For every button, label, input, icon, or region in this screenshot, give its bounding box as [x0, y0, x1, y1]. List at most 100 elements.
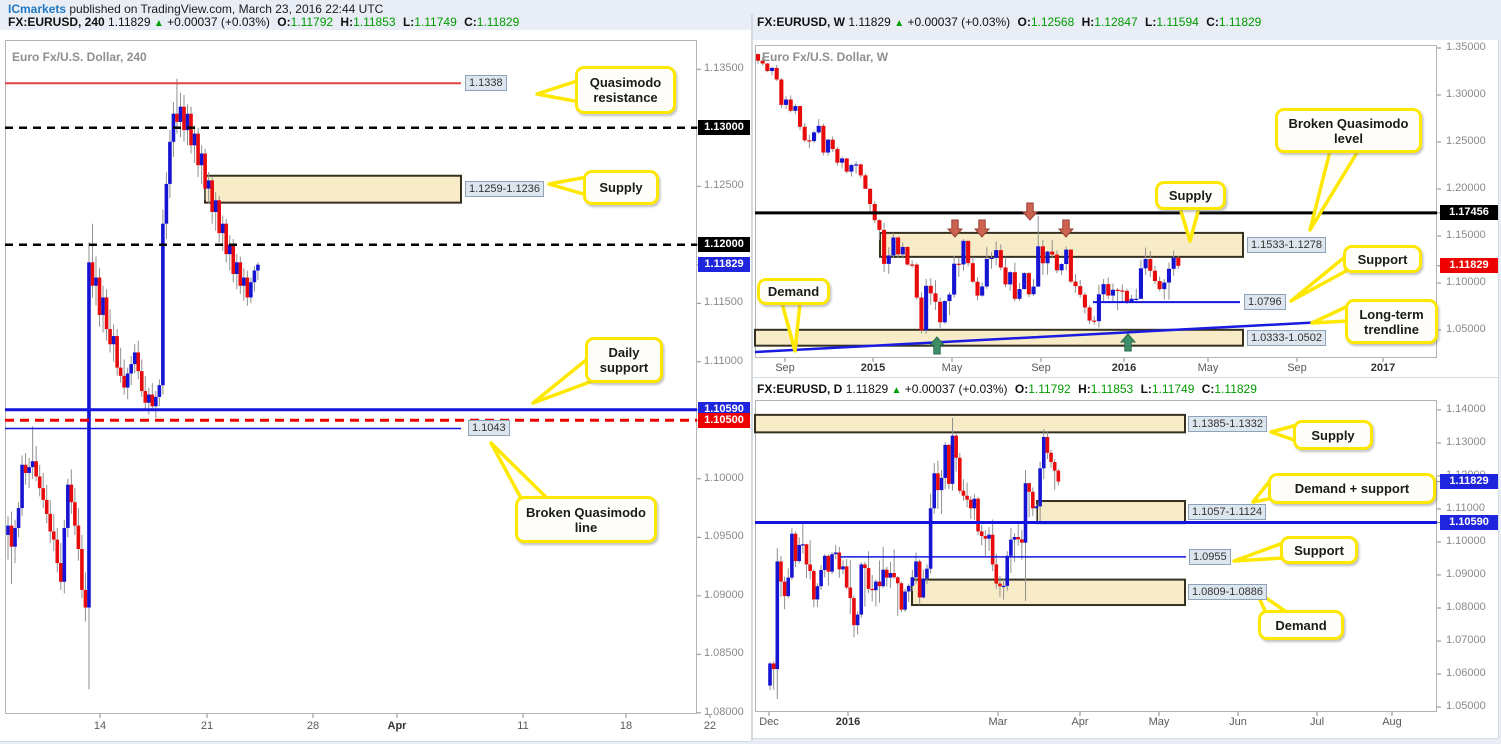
candle-up — [841, 566, 845, 570]
candle-up — [66, 484, 70, 528]
candle-up — [27, 467, 31, 473]
candle-down — [917, 561, 922, 598]
candle-down — [958, 457, 962, 491]
candle-down — [844, 566, 849, 588]
candle-up — [213, 200, 218, 213]
candle-down — [882, 229, 887, 264]
candle-up — [769, 67, 775, 72]
candle-down — [115, 336, 119, 368]
candle-up — [154, 396, 158, 407]
candle-down — [755, 54, 761, 61]
candle-up — [1045, 251, 1050, 264]
candle-up — [942, 301, 947, 323]
weekly-watermark: Euro Fx/U.S. Dollar, W — [762, 50, 889, 64]
candle-up — [87, 262, 91, 608]
candle-up — [854, 164, 859, 166]
candle-down — [1124, 290, 1129, 303]
h4-candles — [6, 78, 260, 690]
callout-tail — [489, 441, 551, 502]
candle-down — [41, 488, 45, 500]
down-arrow-marker[interactable] — [946, 219, 964, 238]
candle-up — [1110, 289, 1115, 296]
candle-down — [118, 367, 123, 376]
candle-down — [1152, 270, 1157, 282]
candle-down — [217, 200, 221, 234]
candle-up — [1017, 289, 1022, 299]
candle-down — [821, 125, 826, 153]
candle-down — [919, 297, 924, 331]
candle-down — [48, 513, 53, 532]
candle-down — [938, 301, 943, 323]
candle-down — [837, 552, 842, 570]
weekly-demand-zone[interactable] — [754, 328, 1244, 347]
candle-down — [104, 297, 109, 330]
candle-down — [55, 539, 60, 564]
candle-down — [139, 371, 144, 392]
up-arrow-marker[interactable] — [928, 336, 946, 355]
candle-down — [238, 262, 243, 286]
down-arrow-marker[interactable] — [973, 219, 991, 238]
candle-up — [242, 277, 246, 286]
candle-down — [1012, 272, 1017, 299]
candle-up — [910, 577, 915, 586]
candle-down — [868, 188, 873, 205]
up-arrow-marker[interactable] — [1119, 333, 1137, 352]
candle-down — [1092, 320, 1097, 322]
candle-down — [983, 536, 988, 539]
candle-up — [1096, 294, 1101, 322]
candle-down — [1040, 246, 1045, 264]
candle-up — [1009, 539, 1013, 556]
candle-up — [13, 527, 17, 547]
h4-supply-zone[interactable] — [204, 174, 462, 204]
candle-down — [968, 499, 973, 509]
candle-up — [111, 336, 116, 345]
candle-up — [950, 435, 955, 484]
candle-down — [1078, 286, 1083, 295]
candle-up — [1059, 264, 1064, 271]
candle-down — [896, 237, 901, 255]
candle-down — [830, 139, 835, 150]
candle-down — [34, 461, 38, 477]
callout-tail — [1232, 541, 1285, 563]
candle-up — [147, 394, 151, 403]
candle-up — [168, 141, 172, 184]
candle-down — [245, 277, 250, 298]
candle-down — [765, 63, 770, 72]
daily-supply-zone[interactable] — [754, 413, 1186, 434]
candle-down — [80, 549, 84, 590]
candle-down — [1157, 281, 1162, 290]
candle-down — [1003, 267, 1008, 285]
candle-down — [203, 153, 207, 189]
candle-up — [819, 570, 823, 587]
daily-demand-support-zone[interactable] — [1036, 500, 1186, 525]
candle-down — [965, 495, 969, 500]
candle-up — [925, 568, 929, 579]
candle-down — [1026, 273, 1031, 295]
candle-down — [998, 250, 1003, 268]
candle-down — [1120, 290, 1125, 292]
candle-up — [161, 223, 165, 386]
candle-up — [1005, 555, 1010, 586]
candle-up — [20, 464, 24, 509]
candle-down — [1068, 249, 1073, 282]
candle-down — [914, 264, 919, 298]
candle-down — [807, 140, 812, 142]
down-arrow-marker[interactable] — [1057, 219, 1075, 238]
candle-up — [6, 525, 10, 535]
callout-tail — [1310, 304, 1350, 325]
candle-up — [830, 554, 834, 572]
candle-up — [888, 573, 893, 578]
candle-up — [914, 561, 918, 578]
weekly-supply-zone[interactable] — [879, 231, 1244, 258]
candle-up — [994, 250, 999, 258]
candle-up — [164, 183, 169, 224]
candle-up — [1038, 468, 1042, 507]
daily-demand-zone[interactable] — [911, 578, 1186, 607]
down-arrow-marker[interactable] — [1021, 202, 1039, 221]
candle-down — [69, 484, 74, 503]
candle-down — [877, 220, 882, 230]
candle-down — [1056, 470, 1061, 482]
callout-tail — [1289, 254, 1348, 303]
candle-down — [1016, 537, 1020, 540]
